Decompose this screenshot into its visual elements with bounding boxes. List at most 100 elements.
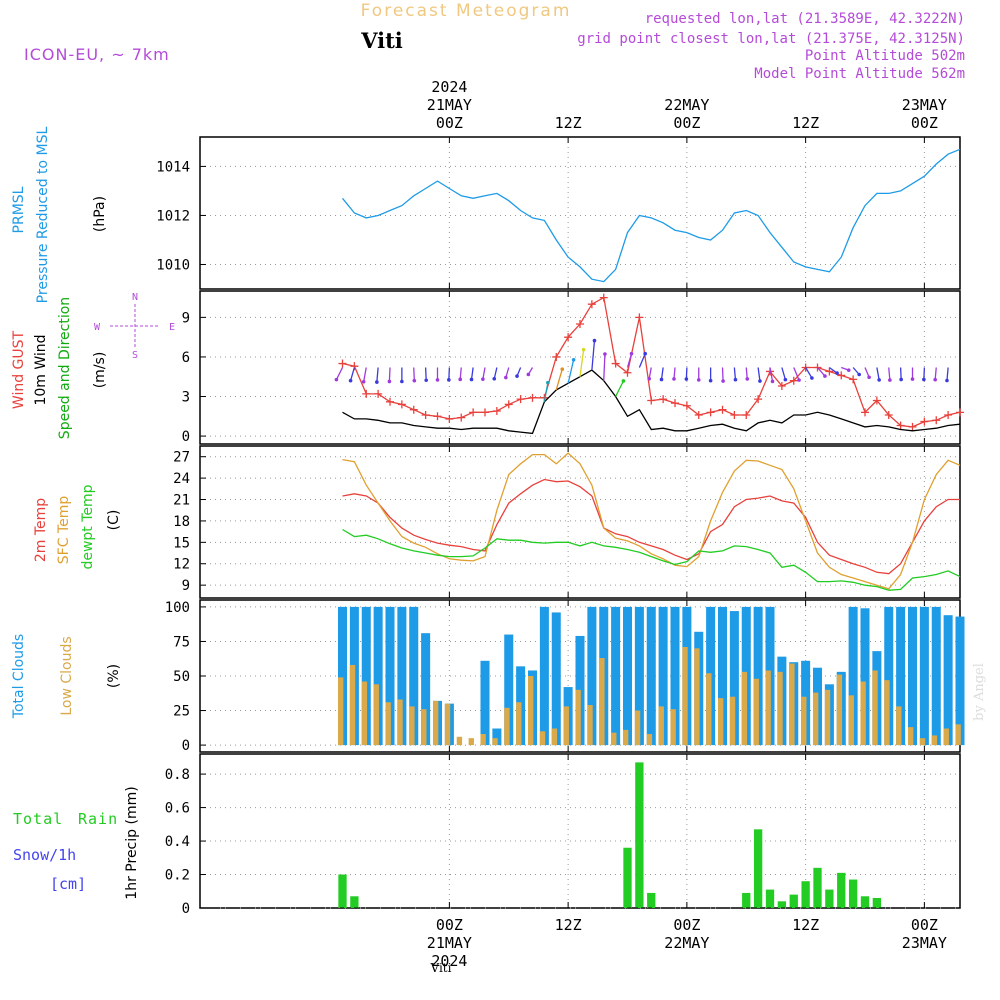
low-cloud-bar [824,689,831,746]
low-cloud-bar [373,684,379,746]
gust-marker [504,400,513,409]
total-cloud-bar [919,606,929,746]
wind-arrow-head [447,378,451,382]
wind-arrow-head [435,378,440,382]
location-title: Viti [360,28,403,53]
precip-bar [848,879,858,908]
wind-direction-arrow [673,367,676,379]
gust-marker [599,293,608,302]
wind-arrow-head [758,379,762,383]
total-cloud-bar [421,633,431,746]
wind-arrow-head [361,379,366,384]
low-cloud-bar [480,734,486,746]
y-tick-label: 0 [182,901,190,917]
precip-bar [860,896,870,908]
precipitation-panel: 0 0.2 0.4 0.6 0.8 [165,753,961,917]
bottom-hour-label: 00Z [911,916,938,934]
wind-direction-arrow [388,367,391,382]
clouds-panel: 0 25 50 75 100 [165,599,965,754]
wind-direction-arrow [757,367,761,382]
temp-2m-label: 2m Temp [33,498,49,562]
total-cloud-bar [860,608,870,746]
top-hour-label: 12Z [555,114,582,132]
total-cloud-bar [361,606,371,746]
gust-marker [587,300,596,309]
wind-arrow-head [835,371,839,375]
bottom-hour-label: 00Z [436,916,463,934]
precip-bar [801,881,810,908]
low-cloud-bar [812,692,819,746]
precip-bar [789,894,798,908]
wind-arrow-head [375,380,379,384]
wind-arrow-head [469,377,474,382]
gust-marker [908,422,917,431]
precip-bar [753,829,763,908]
wind-direction-arrow [685,367,688,380]
wind-arrow-head [846,368,851,372]
wind-arrow-head [823,374,827,378]
total-cloud-bar [634,606,644,746]
wind-arrow-head [672,377,676,381]
gust-marker [718,405,727,414]
total-cloud-bar [385,606,395,746]
gust-marker [920,417,929,426]
series-line-10m-wind [342,369,961,435]
wind-direction-arrow [934,367,937,380]
gust-marker [481,408,489,417]
wind-direction-arrow [579,349,585,377]
gust-marker [421,410,430,419]
low-cloud-bar [492,738,498,746]
total-cloud-bar [480,660,490,746]
gust-marker [528,393,537,402]
wind-arrow-head [721,379,725,383]
low-cloud-bar [682,646,688,746]
total-cloud-bar [896,606,906,746]
low-cloud-bar [551,728,558,746]
precip-rain-label: Rain [78,810,118,828]
total-clouds-label: Total Clouds [11,634,27,719]
total-cloud-bar [931,606,941,746]
y-tick-label: 24 [173,471,190,487]
gust-marker [492,407,501,416]
low-cloud-bar [896,706,902,746]
low-cloud-bar [611,732,617,746]
total-cloud-bar [622,606,633,746]
top-hour-label: 00Z [673,114,700,132]
precip-bar [837,872,846,908]
low-cloud-bar [955,724,961,746]
gust-marker [611,359,620,368]
total-cloud-bar [729,611,739,746]
y-tick-label: 0.6 [165,801,190,817]
low-cloud-bar [599,658,605,746]
wind-arrow-head [546,380,550,385]
low-cloud-bar [468,738,474,746]
low-cloud-bar [729,696,736,746]
precip-total-label: Total [13,810,63,828]
wind-direction-arrow [603,353,606,381]
low-cloud-bar [634,710,641,746]
low-cloud-bar [836,674,843,746]
total-cloud-bar [611,606,621,746]
gust-marker [932,416,941,425]
gust-marker [552,352,561,361]
compass-north: N [132,292,138,303]
wind-arrow-head [797,378,801,382]
precip-bar [872,897,882,908]
y-tick-label: 27 [173,450,190,466]
temp-dewpt-label: dewpt Temp [80,484,96,569]
total-cloud-bar [943,615,953,746]
gust-marker [397,400,406,409]
wind-arrow-head [334,377,339,382]
wind-arrow-head [867,375,871,380]
low-cloud-bar [943,728,949,746]
temp-side-labels: 2m Temp SFC Temp dewpt Temp (C) [33,484,122,569]
compass-west: W [94,322,101,333]
low-cloud-bar [848,695,854,746]
low-cloud-bar [516,702,522,746]
total-cloud-bar [753,606,763,746]
wind-arrow-head [810,376,814,380]
low-cloud-bar [694,648,700,746]
wind-arrow-head [647,376,651,381]
total-cloud-bar [646,606,656,746]
